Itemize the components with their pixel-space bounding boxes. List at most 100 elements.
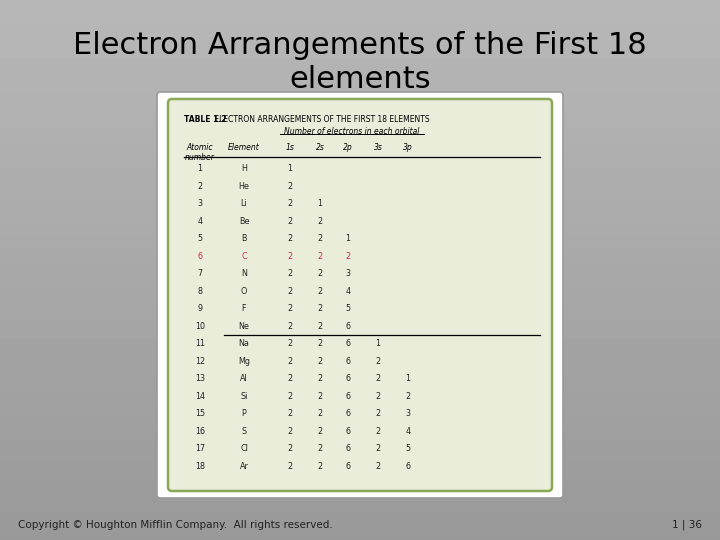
Text: 2: 2	[375, 427, 381, 436]
Text: 2: 2	[405, 392, 410, 401]
Text: Cl: Cl	[240, 444, 248, 453]
Text: 16: 16	[195, 427, 205, 436]
Text: 6: 6	[346, 444, 351, 453]
Text: 2: 2	[375, 392, 381, 401]
Text: 2: 2	[318, 462, 323, 471]
Text: 2: 2	[287, 304, 292, 313]
Text: 1: 1	[197, 164, 202, 173]
Text: 2: 2	[318, 409, 323, 418]
Text: 2: 2	[287, 409, 292, 418]
Text: 6: 6	[346, 392, 351, 401]
Text: 2: 2	[287, 234, 292, 243]
Text: 1: 1	[346, 234, 351, 243]
Text: 6: 6	[346, 409, 351, 418]
Text: 2: 2	[287, 339, 292, 348]
Text: 4: 4	[405, 427, 410, 436]
Text: 2: 2	[318, 392, 323, 401]
Text: 2: 2	[287, 322, 292, 330]
Text: 4: 4	[346, 287, 351, 296]
FancyBboxPatch shape	[157, 92, 563, 498]
Text: 2: 2	[287, 374, 292, 383]
Text: Number of electrons in each orbital: Number of electrons in each orbital	[284, 127, 420, 136]
Text: 2: 2	[375, 462, 381, 471]
Text: Be: Be	[239, 217, 249, 226]
Text: 2: 2	[346, 252, 351, 261]
Text: N: N	[241, 269, 247, 278]
Text: Na: Na	[238, 339, 249, 348]
Text: 11: 11	[195, 339, 205, 348]
Text: 18: 18	[195, 462, 205, 471]
Text: 2: 2	[287, 462, 292, 471]
Text: 2: 2	[287, 444, 292, 453]
Text: 14: 14	[195, 392, 205, 401]
Text: 2: 2	[287, 427, 292, 436]
Text: 13: 13	[195, 374, 205, 383]
Text: 9: 9	[197, 304, 202, 313]
Text: 5: 5	[197, 234, 202, 243]
Text: O: O	[240, 287, 247, 296]
Text: 6: 6	[346, 339, 351, 348]
Text: 2: 2	[318, 234, 323, 243]
Text: elements: elements	[289, 65, 431, 94]
Text: F: F	[242, 304, 246, 313]
Text: S: S	[241, 427, 246, 436]
Text: Mg: Mg	[238, 357, 250, 366]
Text: 10: 10	[195, 322, 205, 330]
Text: Electron Arrangements of the First 18: Electron Arrangements of the First 18	[73, 31, 647, 60]
Text: 2: 2	[287, 182, 292, 191]
Text: P: P	[242, 409, 246, 418]
Text: 6: 6	[346, 357, 351, 366]
FancyBboxPatch shape	[168, 99, 552, 491]
Text: 2: 2	[318, 374, 323, 383]
Text: H: H	[241, 164, 247, 173]
Text: 2: 2	[197, 182, 202, 191]
Text: 17: 17	[195, 444, 205, 453]
Text: 2: 2	[318, 217, 323, 226]
Text: 3s: 3s	[374, 143, 382, 152]
Text: 2: 2	[287, 392, 292, 401]
Text: 15: 15	[195, 409, 205, 418]
Text: 2: 2	[287, 217, 292, 226]
Text: 1: 1	[287, 164, 292, 173]
Text: 6: 6	[346, 374, 351, 383]
Text: 6: 6	[405, 462, 410, 471]
Text: 2: 2	[318, 304, 323, 313]
Text: 12: 12	[195, 357, 205, 366]
Text: 2: 2	[287, 252, 292, 261]
Text: 6: 6	[346, 462, 351, 471]
Text: Si: Si	[240, 392, 248, 401]
Text: 6: 6	[346, 427, 351, 436]
Text: TABLE 1.2: TABLE 1.2	[184, 115, 227, 124]
Text: 2: 2	[287, 199, 292, 208]
Text: 1: 1	[318, 199, 323, 208]
Text: 2: 2	[318, 427, 323, 436]
Text: 2: 2	[287, 357, 292, 366]
Text: 5: 5	[405, 444, 410, 453]
Text: Element: Element	[228, 143, 260, 152]
Text: ELECTRON ARRANGEMENTS OF THE FIRST 18 ELEMENTS: ELECTRON ARRANGEMENTS OF THE FIRST 18 EL…	[212, 115, 430, 124]
Text: 4: 4	[197, 217, 202, 226]
Text: Atomic
number: Atomic number	[185, 143, 215, 163]
Text: B: B	[241, 234, 247, 243]
Text: 2: 2	[287, 269, 292, 278]
Text: 3: 3	[346, 269, 351, 278]
Text: 2: 2	[375, 444, 381, 453]
Text: 2: 2	[287, 287, 292, 296]
Text: 7: 7	[197, 269, 202, 278]
Text: Al: Al	[240, 374, 248, 383]
Text: 2: 2	[318, 339, 323, 348]
Text: 1 | 36: 1 | 36	[672, 519, 702, 530]
Text: C: C	[241, 252, 247, 261]
Text: 6: 6	[346, 322, 351, 330]
Text: 8: 8	[197, 287, 202, 296]
Text: 2: 2	[375, 357, 381, 366]
Text: Ar: Ar	[240, 462, 248, 471]
Text: 2: 2	[318, 252, 323, 261]
Text: 3p: 3p	[403, 143, 413, 152]
Text: 3: 3	[405, 409, 410, 418]
Text: 2: 2	[318, 287, 323, 296]
Text: Li: Li	[240, 199, 247, 208]
Text: 1s: 1s	[286, 143, 294, 152]
Text: Copyright © Houghton Mifflin Company.  All rights reserved.: Copyright © Houghton Mifflin Company. Al…	[18, 520, 333, 530]
Text: 2: 2	[375, 374, 381, 383]
